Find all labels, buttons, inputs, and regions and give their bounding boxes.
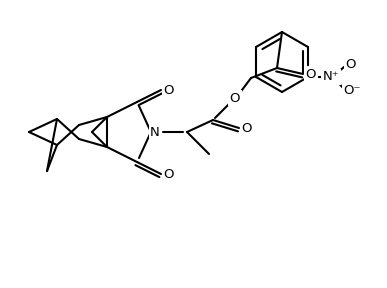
Text: O: O [164, 84, 174, 96]
Text: O: O [346, 58, 356, 71]
Text: O: O [164, 168, 174, 181]
Text: O: O [306, 67, 316, 81]
Text: N: N [150, 126, 160, 139]
Text: O: O [242, 122, 252, 134]
Text: O: O [230, 92, 240, 105]
Text: O⁻: O⁻ [343, 84, 361, 98]
Text: N⁺: N⁺ [323, 71, 339, 84]
